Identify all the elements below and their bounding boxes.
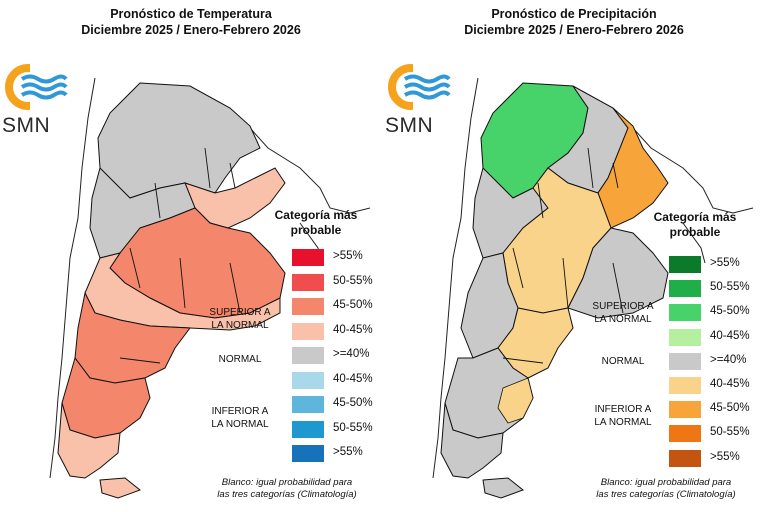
temperature-legend-title: Categoría más probable (274, 208, 358, 237)
precipitation-note: Blanco: igual probabilidad para las tres… (596, 477, 736, 500)
precipitation-map (383, 58, 765, 508)
legend-label: 50-55% (710, 426, 750, 439)
legend-swatch (669, 401, 701, 419)
legend-label: 40-45% (333, 372, 373, 385)
legend-swatch (669, 256, 701, 273)
precipitation-panel: Pronóstico de Precipitación Diciembre 20… (383, 0, 765, 512)
legend-swatch (669, 377, 701, 394)
legend-swatch (292, 322, 324, 340)
smn-logo-icon (388, 64, 451, 110)
legend-label: 45-50% (710, 402, 750, 415)
temperature-map (0, 58, 382, 508)
precipitation-legend-title: Categoría más probable (653, 210, 737, 239)
legend-swatch (669, 449, 701, 467)
precipitation-upper-group-label: SUPERIOR A LA NORMAL (592, 301, 654, 325)
legend-swatch (292, 420, 324, 438)
legend-swatch (292, 273, 324, 291)
temperature-note: Blanco: igual probabilidad para las tres… (217, 477, 357, 500)
legend-label: 50-55% (333, 274, 373, 287)
legend-swatch (292, 249, 324, 266)
temperature-normal-group-label: NORMAL (218, 354, 262, 365)
legend-swatch (292, 347, 324, 364)
smn-logo: SMN (2, 62, 68, 142)
temperature-lower-group-label: INFERIOR A LA NORMAL (211, 406, 269, 430)
legend-label: >55% (710, 257, 740, 269)
precipitation-normal-group-label: NORMAL (601, 356, 645, 367)
temperature-panel: Pronóstico de Temperatura Diciembre 2025… (0, 0, 382, 512)
legend-swatch (292, 298, 324, 315)
smn-logo-icon (5, 64, 68, 110)
legend-swatch (669, 304, 701, 322)
legend-label: >55% (333, 446, 363, 458)
legend-label: 40-45% (333, 323, 373, 336)
legend-label: >=40% (333, 348, 370, 360)
precipitation-title: Pronóstico de Precipitación Diciembre 20… (464, 7, 684, 37)
legend-label: 45-50% (333, 397, 373, 409)
temperature-title: Pronóstico de Temperatura Diciembre 2025… (81, 7, 301, 37)
precipitation-lower-group-label: INFERIOR A LA NORMAL (594, 404, 652, 428)
legend-label: >=40% (710, 353, 747, 366)
legend-label: 50-55% (333, 421, 373, 434)
legend-swatch (669, 328, 701, 346)
legend-swatch (669, 352, 701, 370)
temperature-upper-group-label: SUPERIOR A LA NORMAL (209, 307, 271, 331)
legend-label: 45-50% (333, 299, 373, 311)
legend-label: 50-55% (710, 281, 750, 294)
legend-label: >55% (710, 450, 740, 463)
legend-swatch (292, 371, 324, 389)
legend-swatch (669, 425, 701, 443)
legend-label: 45-50% (710, 305, 750, 318)
legend-label: 40-45% (710, 329, 750, 342)
smn-logo: SMN (385, 62, 451, 142)
legend-label: >55% (333, 250, 363, 262)
legend-swatch (292, 445, 324, 462)
legend-swatch (669, 280, 701, 298)
legend-swatch (292, 396, 324, 413)
legend-label: 40-45% (710, 378, 750, 390)
